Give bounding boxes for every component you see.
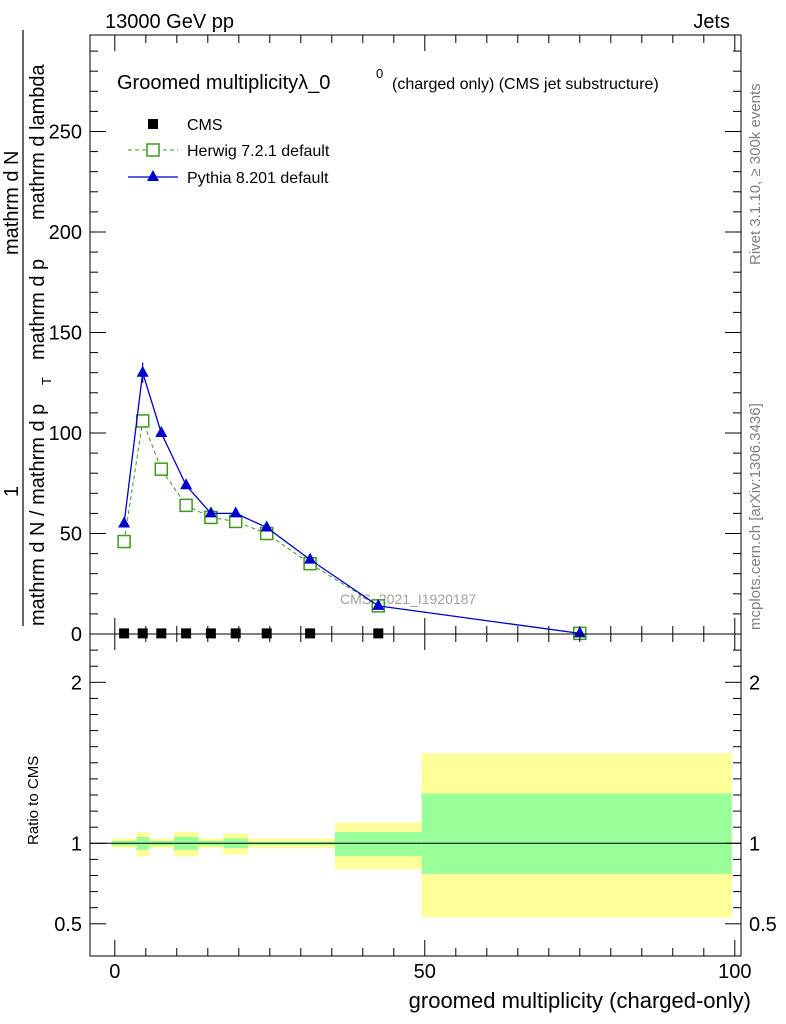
legend-pythia-marker <box>147 170 159 181</box>
cms-point <box>205 628 216 639</box>
ratio-y-tick-label: 0.5 <box>54 914 82 936</box>
cms-point <box>119 628 130 639</box>
mcplots-label: mcplots.cern.ch [arXiv:1306.3436] <box>747 403 764 630</box>
pythia-point <box>573 626 586 638</box>
rivet-label: Rivet 3.1.10, ≥ 300k events <box>747 83 764 265</box>
legend: CMS Herwig 7.2.1 default Pythia 8.201 de… <box>128 117 330 187</box>
chart-title: Groomed multiplicityλ_0 0 (charged only)… <box>117 66 659 94</box>
y-tick-label: 250 <box>49 121 82 143</box>
pythia-point <box>118 516 131 528</box>
herwig-point <box>154 462 169 476</box>
cms-point <box>137 628 148 639</box>
cms-point <box>261 628 272 639</box>
y-tick-label: 100 <box>49 423 82 445</box>
ylabel-dpt: mathrm d p <box>27 259 49 360</box>
ratio-band-green <box>421 793 732 874</box>
pythia-point <box>372 598 385 610</box>
ratio-y-tick-label-right: 0.5 <box>749 914 777 936</box>
y-tick-label: 200 <box>49 222 82 244</box>
cms-point <box>156 628 167 639</box>
ylabel-dn: mathrm d N <box>1 151 23 255</box>
pythia-point <box>136 365 149 377</box>
pythia-point <box>304 552 317 564</box>
pythia-point <box>260 520 273 532</box>
ratio-x-tick-label: 50 <box>414 961 436 983</box>
legend-herwig-label: Herwig 7.2.1 default <box>187 143 330 160</box>
main-series-layer <box>117 362 587 641</box>
herwig-point <box>135 414 150 428</box>
cms-point <box>305 628 316 639</box>
ylabel-subscript-t: T <box>39 377 54 385</box>
ylabel-dlambda: mathrm d lambda <box>27 64 49 220</box>
series-line <box>123 419 580 634</box>
ratio-y-tick-label: 1 <box>71 833 82 855</box>
main-axis-ticks: 0 50 100 150 200 250 <box>49 35 741 646</box>
cms-point <box>230 628 241 639</box>
herwig-point <box>117 534 131 549</box>
ratio-x-tick-label: 100 <box>718 961 751 983</box>
ratio-axis-ticks: 0.5 0.5 1 1 2 2 0 50 100 <box>54 634 777 983</box>
legend-pythia-label: Pythia 8.201 default <box>187 170 329 187</box>
series-line <box>123 372 580 635</box>
ratio-band-green <box>334 832 422 857</box>
legend-cms-marker <box>148 119 158 129</box>
y-tick-label: 50 <box>60 523 82 545</box>
legend-herwig-marker <box>146 143 160 157</box>
header-jets-label: Jets <box>693 11 730 33</box>
ratio-ylabel: Ratio to CMS <box>25 756 42 845</box>
ratio-bands-layer <box>111 753 732 918</box>
pythia-point <box>180 478 193 490</box>
ratio-y-tick-label: 2 <box>71 672 82 694</box>
cms-point <box>373 628 384 639</box>
ylabel-numerator: 1 <box>1 486 23 497</box>
title-main: Groomed multiplicityλ_0 <box>117 72 330 94</box>
pythia-point <box>229 506 242 518</box>
cms-point <box>181 628 192 639</box>
title-suffix: (charged only) (CMS jet substructure) <box>392 76 659 93</box>
ratio-y-tick-label-right: 2 <box>749 672 760 694</box>
y-tick-label: 0 <box>71 624 82 646</box>
main-ylabel: 1 mathrm d N / mathrm d p T mathrm d N m… <box>1 30 54 626</box>
title-superscript: 0 <box>376 66 383 81</box>
legend-cms-label: CMS <box>187 117 223 134</box>
pythia-point <box>204 506 217 518</box>
header-energy-label: 13000 GeV pp <box>105 11 234 33</box>
herwig-point <box>179 498 193 513</box>
ratio-y-tick-label-right: 1 <box>749 833 760 855</box>
pythia-point <box>155 425 168 437</box>
y-tick-label: 150 <box>49 322 82 344</box>
ratio-x-tick-label: 0 <box>109 961 120 983</box>
ylabel-denominator: mathrm d N / mathrm d p <box>27 404 49 626</box>
ratio-xlabel: groomed multiplicity (charged-only) <box>409 988 751 1013</box>
